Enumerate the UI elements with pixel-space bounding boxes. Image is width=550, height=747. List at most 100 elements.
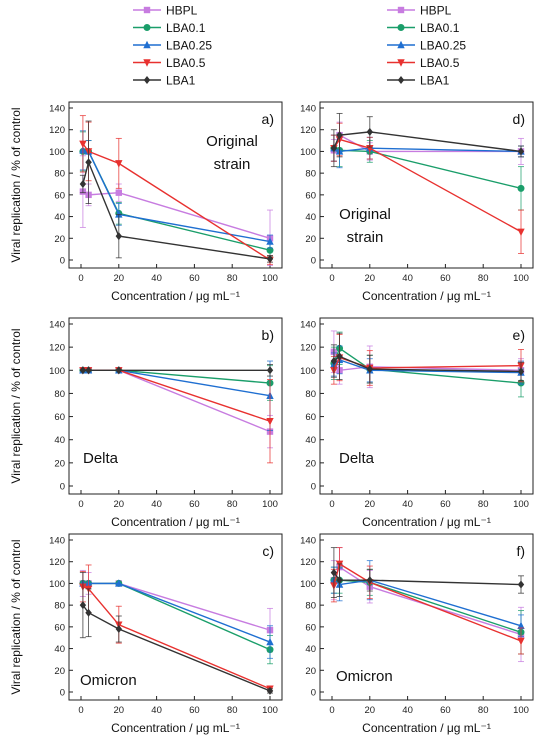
panel-letter: f) bbox=[516, 543, 525, 559]
y-tick-label: 20 bbox=[54, 234, 65, 245]
x-tick-label: 0 bbox=[329, 273, 334, 284]
y-tick-label: 100 bbox=[49, 147, 65, 158]
x-tick-label: 60 bbox=[440, 273, 451, 284]
legend-marker bbox=[143, 59, 151, 67]
data-point bbox=[266, 366, 274, 375]
panel-letter: b) bbox=[262, 327, 274, 343]
series-lba0-5 bbox=[330, 333, 525, 386]
data-point bbox=[517, 184, 525, 192]
chart-panel-d: 0 20 40 60 80 100 120 140 0 20 40 60 80 100 Concentrat… bbox=[300, 101, 534, 303]
legend-item: LBA1 bbox=[133, 74, 196, 88]
x-axis-label: Concentration / μg mL⁻¹ bbox=[111, 289, 240, 303]
x-tick-label: 20 bbox=[365, 273, 376, 284]
chart-panel-b: 0 20 40 60 80 100 120 140 0 20 40 60 80 100 Concentrat… bbox=[9, 317, 283, 529]
y-tick-label: 0 bbox=[60, 482, 65, 493]
legend-label: HBPL bbox=[166, 4, 198, 18]
data-point bbox=[266, 418, 274, 426]
data-point bbox=[266, 637, 274, 646]
legend-item: LBA0.5 bbox=[387, 56, 460, 70]
data-point bbox=[115, 189, 122, 196]
y-tick-label: 40 bbox=[305, 212, 316, 223]
x-axis-label: Concentration / μg mL⁻¹ bbox=[111, 515, 240, 529]
series-line bbox=[333, 579, 522, 633]
data-point bbox=[517, 147, 525, 156]
y-tick-label: 140 bbox=[300, 320, 316, 331]
series-line bbox=[333, 138, 522, 233]
data-point bbox=[266, 254, 274, 263]
data-point bbox=[266, 686, 274, 695]
series-line bbox=[333, 131, 522, 153]
y-tick-label: 80 bbox=[54, 389, 65, 400]
y-tick-label: 120 bbox=[49, 557, 65, 568]
y-tick-label: 120 bbox=[300, 557, 316, 568]
y-tick-label: 80 bbox=[305, 601, 316, 612]
x-tick-label: 60 bbox=[440, 499, 451, 510]
x-tick-label: 0 bbox=[78, 705, 83, 716]
chart-panel-c: 0 20 40 60 80 100 120 140 0 20 40 60 80 100 Concentrat… bbox=[9, 533, 283, 735]
data-point bbox=[336, 576, 343, 585]
data-point bbox=[85, 608, 92, 617]
panel-letter: a) bbox=[262, 111, 274, 127]
plot-frame bbox=[319, 101, 534, 269]
x-tick-label: 40 bbox=[402, 705, 413, 716]
data-point bbox=[79, 366, 87, 375]
series-hbpl bbox=[330, 330, 525, 389]
y-tick-label: 140 bbox=[300, 104, 316, 115]
series-hbpl bbox=[79, 367, 274, 449]
legend-item: LBA0.25 bbox=[133, 39, 212, 53]
data-point bbox=[517, 621, 525, 629]
series-line bbox=[333, 147, 522, 190]
data-point bbox=[115, 210, 123, 218]
data-point bbox=[336, 131, 343, 140]
legend-label: LBA0.25 bbox=[166, 39, 212, 53]
y-tick-label: 60 bbox=[305, 622, 316, 633]
x-axis-label: Concentration / μg mL⁻¹ bbox=[362, 289, 491, 303]
panel-annotation: strain bbox=[347, 229, 384, 246]
data-point bbox=[266, 237, 274, 245]
y-tick-label: 60 bbox=[305, 412, 316, 423]
legend-label: LBA0.1 bbox=[420, 21, 460, 35]
x-tick-label: 20 bbox=[114, 705, 125, 716]
y-tick-label: 20 bbox=[305, 458, 316, 469]
panel-letter: c) bbox=[262, 543, 274, 559]
y-tick-label: 140 bbox=[49, 320, 65, 331]
legend-marker bbox=[397, 6, 405, 14]
data-point bbox=[79, 180, 87, 188]
legend-marker bbox=[397, 76, 405, 84]
y-tick-label: 100 bbox=[49, 579, 65, 590]
series-line bbox=[333, 355, 522, 373]
panel-letter: e) bbox=[513, 327, 525, 343]
plot-frame bbox=[319, 533, 534, 701]
data-point bbox=[115, 232, 122, 241]
y-tick-label: 120 bbox=[49, 343, 65, 354]
data-point bbox=[517, 637, 525, 646]
data-point bbox=[517, 228, 525, 236]
chart-panel-f: 0 20 40 60 80 100 120 140 0 20 40 60 80 100 Concentrat… bbox=[300, 533, 534, 735]
series-line bbox=[82, 143, 271, 261]
legend-item: LBA0.1 bbox=[133, 21, 206, 35]
series-line bbox=[82, 369, 271, 397]
panel-annotation: Delta bbox=[83, 450, 119, 467]
data-point bbox=[330, 568, 338, 577]
series-line bbox=[82, 582, 271, 651]
x-tick-label: 20 bbox=[114, 499, 125, 510]
y-tick-label: 100 bbox=[49, 366, 65, 377]
legend-1: HBPL LBA0.1 LBA0.25 LBA0.5 LBA1 bbox=[133, 4, 212, 88]
y-tick-label: 0 bbox=[311, 688, 316, 699]
data-point bbox=[115, 160, 123, 168]
y-tick-label: 40 bbox=[305, 644, 316, 655]
panel-annotation: Omicron bbox=[336, 668, 393, 685]
legend-marker bbox=[397, 24, 405, 31]
y-tick-label: 20 bbox=[54, 458, 65, 469]
x-tick-label: 80 bbox=[478, 499, 489, 510]
legend-item: HBPL bbox=[133, 4, 198, 18]
panel-annotation: Delta bbox=[339, 450, 375, 467]
y-tick-label: 60 bbox=[54, 622, 65, 633]
y-tick-label: 140 bbox=[49, 536, 65, 547]
x-tick-label: 100 bbox=[513, 273, 529, 284]
series-line bbox=[82, 369, 271, 422]
x-axis-label: Concentration / μg mL⁻¹ bbox=[362, 515, 491, 529]
data-point bbox=[366, 576, 373, 585]
y-tick-label: 40 bbox=[54, 644, 65, 655]
chart-panel-a: 0 20 40 60 80 100 120 140 0 20 40 60 80 100 Concentrat… bbox=[9, 101, 283, 303]
